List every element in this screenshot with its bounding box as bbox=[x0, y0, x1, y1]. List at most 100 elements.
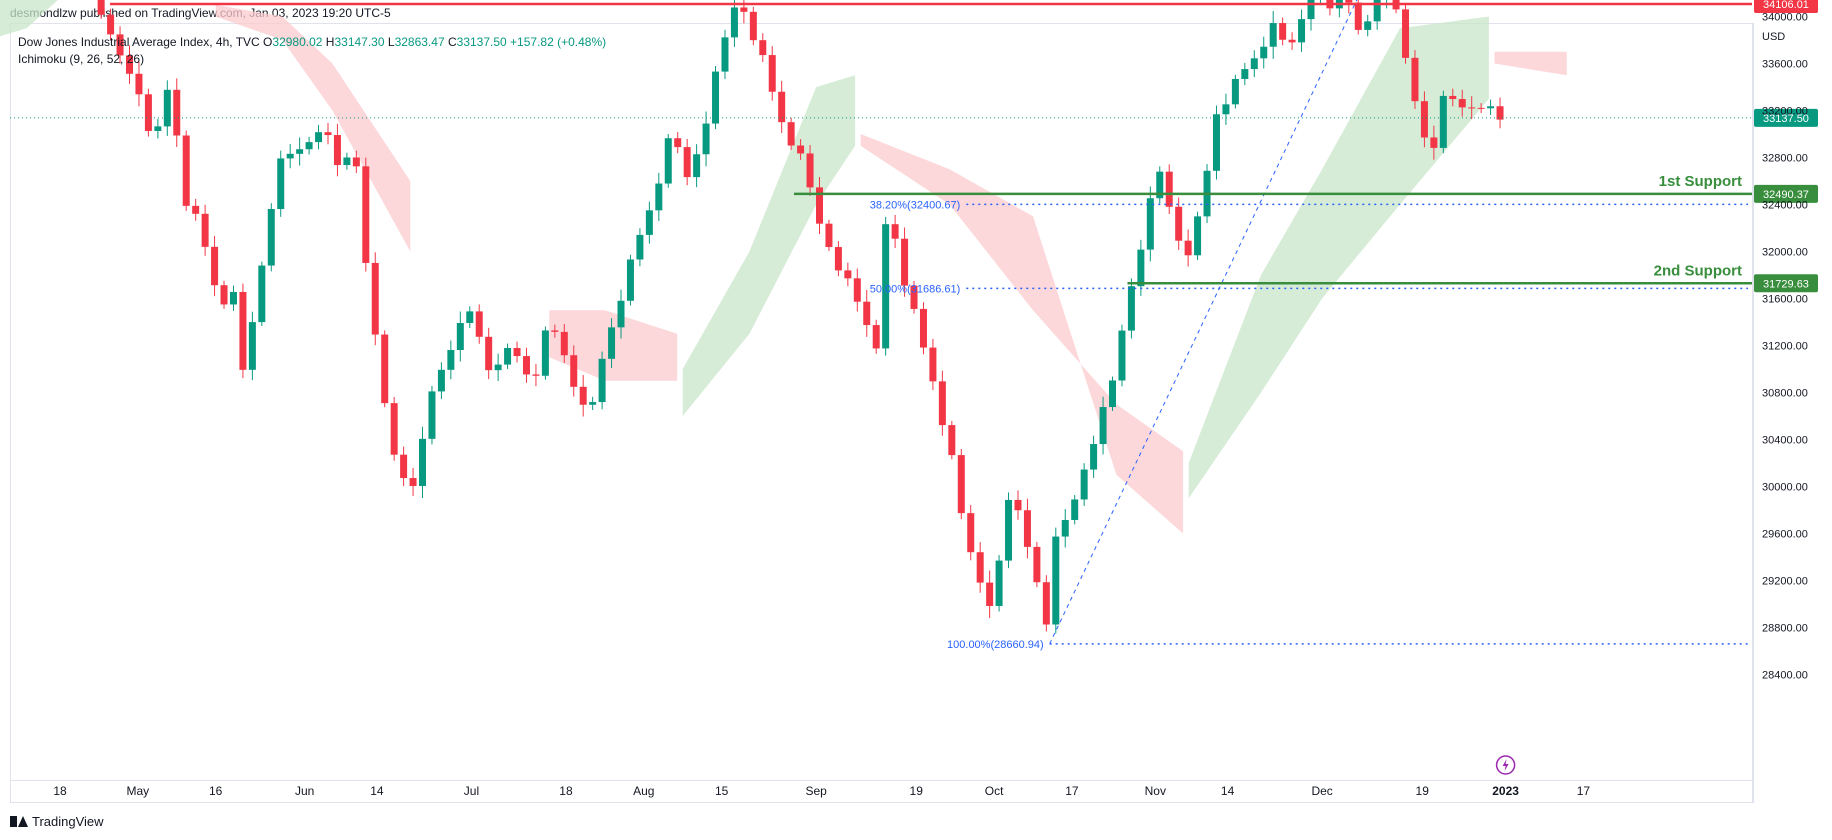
candle-body bbox=[1288, 39, 1296, 43]
lightning-icon bbox=[1495, 755, 1516, 775]
candle-body bbox=[1260, 46, 1268, 59]
symbol-title[interactable]: Dow Jones Industrial Average Index, 4h, … bbox=[18, 35, 260, 49]
tradingview-footer: TradingView bbox=[10, 814, 104, 829]
support-resistance-levels: 2nd Resistance35492.221st Resistance3410… bbox=[10, 0, 1818, 293]
ohlc-open: 32980.02 bbox=[272, 35, 323, 49]
candle-body bbox=[1090, 444, 1098, 470]
candle-body bbox=[1061, 519, 1069, 537]
fib-level-label: 50.00%(31686.61) bbox=[870, 283, 961, 295]
ohlc-low-label: L bbox=[387, 35, 395, 49]
x-tick-label: 15 bbox=[715, 784, 729, 798]
fib-level-label: 100.00%(28660.94) bbox=[947, 639, 1044, 651]
candle-body bbox=[768, 55, 776, 92]
candle-body bbox=[749, 11, 757, 41]
candle-body bbox=[522, 356, 530, 375]
candle-body bbox=[107, 14, 115, 35]
candle-body bbox=[863, 301, 871, 326]
last-price-tag bbox=[1754, 108, 1818, 127]
ichimoku-cloud bbox=[0, 0, 1567, 534]
candle-body bbox=[901, 238, 909, 286]
candle-body bbox=[664, 138, 672, 184]
chart-legend: Dow Jones Industrial Average Index, 4h, … bbox=[18, 34, 606, 68]
y-tick-label: 29200.00 bbox=[1762, 576, 1808, 588]
candle-body bbox=[551, 330, 559, 332]
candle-body bbox=[163, 89, 171, 127]
resistance-price-tag bbox=[1754, 0, 1818, 14]
candle-body bbox=[1439, 95, 1447, 148]
tradingview-logo-icon bbox=[10, 816, 28, 827]
support-price-tag bbox=[1754, 184, 1818, 203]
support-price-label: 31729.63 bbox=[1763, 278, 1809, 290]
candle-body bbox=[872, 325, 880, 349]
x-tick-label: Dec bbox=[1311, 784, 1332, 798]
candle-body bbox=[541, 330, 549, 376]
x-tick-label: 19 bbox=[1416, 784, 1430, 798]
ohlc-open-label: O bbox=[263, 35, 273, 49]
ohlc-close-label: C bbox=[447, 35, 457, 49]
candle-body bbox=[608, 327, 616, 359]
candle-body bbox=[957, 455, 965, 514]
candle-body bbox=[1250, 58, 1258, 70]
candle-body bbox=[910, 285, 918, 309]
candle-body bbox=[201, 213, 209, 247]
candle-body bbox=[882, 224, 890, 349]
candle-body bbox=[645, 210, 653, 235]
candle-body bbox=[1137, 249, 1145, 287]
x-tick-label: Jul bbox=[464, 784, 479, 798]
candle-body bbox=[1241, 69, 1249, 79]
candle-body bbox=[1109, 380, 1117, 408]
candle-body bbox=[1307, 0, 1315, 20]
candle-body bbox=[144, 94, 152, 131]
x-tick-label: May bbox=[127, 784, 150, 798]
price-axis: USD36400.0036000.0035600.0035200.0034800… bbox=[1762, 12, 1808, 682]
candle-body bbox=[1468, 107, 1476, 109]
candle-body bbox=[182, 135, 190, 206]
candle-body bbox=[891, 224, 899, 239]
candle-body bbox=[305, 142, 313, 150]
candle-body bbox=[1042, 582, 1050, 625]
candle-body bbox=[362, 166, 370, 263]
candle-body bbox=[655, 183, 663, 211]
candle-body bbox=[1005, 499, 1013, 561]
candle-body bbox=[948, 425, 956, 456]
candle-body bbox=[1364, 21, 1372, 30]
candle-body bbox=[938, 381, 946, 426]
cloud-segment bbox=[215, 4, 411, 252]
candle-body bbox=[919, 308, 927, 348]
y-tick-label: 30400.00 bbox=[1762, 435, 1808, 447]
candle-body bbox=[409, 478, 417, 486]
candle-body bbox=[381, 334, 389, 404]
candle-body bbox=[1458, 99, 1466, 108]
ohlc-high-label: H bbox=[325, 35, 335, 49]
candle-body bbox=[1099, 407, 1107, 445]
candle-body bbox=[1212, 114, 1220, 171]
x-tick-label: Jun bbox=[295, 784, 314, 798]
candle-body bbox=[853, 278, 861, 302]
candle-body bbox=[154, 126, 162, 131]
candle-body bbox=[267, 209, 275, 266]
candle-body bbox=[324, 132, 332, 136]
x-tick-label: 18 bbox=[53, 784, 67, 798]
chart-frame bbox=[10, 23, 1754, 803]
candle-body bbox=[1279, 23, 1287, 40]
candle-body bbox=[428, 391, 436, 439]
candle-body bbox=[1146, 198, 1154, 250]
y-tick-label: 32800.00 bbox=[1762, 153, 1808, 165]
candle-body bbox=[1411, 57, 1419, 102]
candle-body bbox=[787, 122, 795, 146]
candle-body bbox=[475, 311, 483, 337]
candle-body bbox=[759, 40, 767, 56]
indicator-line[interactable]: Ichimoku (9, 26, 52, 26) bbox=[18, 51, 606, 68]
candle-body bbox=[1071, 499, 1079, 520]
x-tick-label: 2023 bbox=[1492, 784, 1519, 798]
last-price-label: 33137.50 bbox=[1763, 113, 1809, 125]
support-name: 1st Support bbox=[1659, 173, 1742, 190]
candle-body bbox=[1430, 137, 1438, 148]
support-price-label: 32490.37 bbox=[1763, 189, 1809, 201]
chart-extras bbox=[1495, 755, 1516, 775]
candle-body bbox=[598, 358, 606, 403]
candle-body bbox=[712, 71, 720, 124]
candle-body bbox=[456, 322, 464, 351]
currency-label: USD bbox=[1762, 31, 1785, 43]
